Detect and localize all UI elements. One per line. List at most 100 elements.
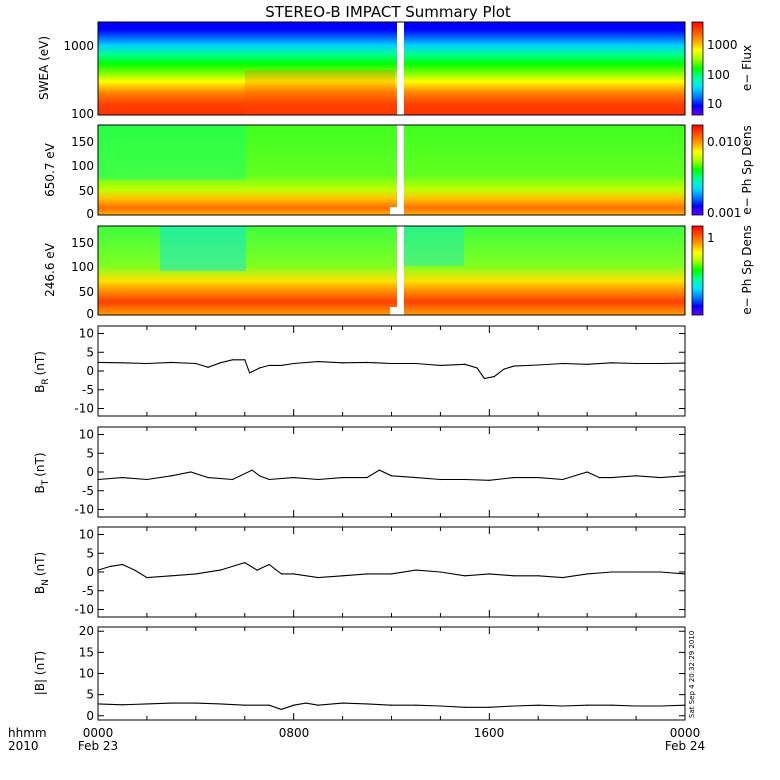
br-ylabel-unit: (nT) bbox=[33, 351, 47, 375]
pa650-ylabel: 650.7 eV bbox=[43, 142, 57, 197]
pa246-spectrogram bbox=[98, 226, 685, 315]
bn-data-point bbox=[488, 573, 490, 575]
pa650-ytick-100: 100 bbox=[71, 159, 94, 173]
bn-frame bbox=[97, 526, 686, 618]
pa246-cbar-label: e− Ph Sp Dens bbox=[740, 225, 754, 314]
bn-ylabel-unit: (nT) bbox=[33, 552, 47, 576]
br-panel: BR (nT) bbox=[33, 325, 686, 417]
x-axis-unit-label: hhmm bbox=[8, 726, 47, 740]
bt-data-point bbox=[635, 475, 637, 477]
bn-ytick-label: -5 bbox=[82, 584, 94, 598]
bt-data-point bbox=[251, 469, 253, 471]
bn-data-point bbox=[256, 569, 258, 571]
br-ytick-label: -10 bbox=[74, 402, 94, 416]
btot-data-point bbox=[488, 706, 490, 708]
swea-spectrogram bbox=[98, 22, 685, 115]
btot-data-point bbox=[562, 705, 564, 707]
bt-data-point bbox=[207, 477, 209, 479]
btot-data-point bbox=[317, 704, 319, 706]
bn-data-point bbox=[317, 577, 319, 579]
swea-frame bbox=[97, 21, 686, 116]
btot-data-point bbox=[219, 703, 221, 705]
swea-data-gap bbox=[397, 22, 404, 115]
btot-ytick-label: 5 bbox=[86, 688, 94, 702]
bn-data-point bbox=[109, 565, 111, 567]
bn-ytick-label: 0 bbox=[86, 565, 94, 579]
br-data-point bbox=[476, 367, 478, 369]
bt-data-point bbox=[258, 475, 261, 477]
btot-data-point bbox=[97, 703, 99, 705]
bn-data-point bbox=[170, 575, 172, 577]
pa246-panel: 246.6 eV 150 100 50 0 1 e− Ph Sp Dens bbox=[43, 225, 754, 321]
br-data-point bbox=[244, 359, 246, 361]
bt-data-point bbox=[586, 471, 588, 473]
btot-data-point bbox=[513, 705, 515, 707]
x-tick-1600: 1600 bbox=[474, 726, 505, 740]
bt-ytick-label: 5 bbox=[86, 446, 94, 460]
bt-data-point bbox=[268, 478, 270, 481]
bt-data-point bbox=[293, 477, 295, 479]
btot-data-point bbox=[170, 702, 172, 704]
pa650-region-early bbox=[98, 125, 246, 180]
line-series-layer: 10 5 0 -5 -10 10 5 0 -5 -10 10 5 0 -5 -10 20 15 10 5 0 bbox=[74, 326, 686, 723]
bn-data-point bbox=[244, 562, 246, 564]
bt-data-point bbox=[611, 477, 613, 479]
bn-panel: BN (nT) bbox=[33, 526, 686, 618]
br-data-point bbox=[207, 366, 209, 368]
swea-ylabel: SWEA (eV) bbox=[37, 36, 51, 100]
br-data-point bbox=[439, 364, 442, 366]
btot-ytick-label: 15 bbox=[79, 645, 94, 659]
pa246-ytick-150: 150 bbox=[71, 236, 94, 250]
bt-ylabel-sub: T bbox=[41, 479, 51, 486]
bt-data-point bbox=[464, 478, 466, 481]
bt-data-point bbox=[231, 478, 234, 481]
pa650-panel: 650.7 eV 150 100 50 0 0.010 0.001 e− Ph … bbox=[43, 124, 754, 221]
btot-data-point bbox=[121, 704, 124, 706]
br-ytick-label: 10 bbox=[79, 327, 94, 341]
bt-data-point bbox=[659, 477, 662, 479]
bt-ytick-label: 10 bbox=[79, 428, 94, 442]
br-data-point bbox=[503, 368, 505, 370]
bn-data-point bbox=[635, 571, 637, 573]
bn-data-point bbox=[439, 571, 442, 573]
bt-data-point bbox=[562, 478, 564, 481]
bt-ylabel: BT (nT) bbox=[33, 452, 51, 493]
br-data-point bbox=[195, 362, 197, 365]
swea-cbar-tick-10: 10 bbox=[707, 97, 722, 111]
bn-ytick-label: 5 bbox=[86, 546, 94, 560]
br-data-point bbox=[170, 361, 172, 363]
br-data-point bbox=[537, 364, 539, 366]
btot-data-point bbox=[659, 705, 662, 707]
br-data-point bbox=[464, 363, 466, 365]
br-data-point bbox=[317, 361, 319, 363]
x-tick-0800: 0800 bbox=[279, 726, 310, 740]
br-data-point bbox=[341, 362, 344, 364]
pa246-ylabel: 246.6 eV bbox=[43, 242, 57, 297]
bt-data-point bbox=[366, 477, 368, 479]
bt-ylabel-unit: (nT) bbox=[33, 452, 47, 476]
bn-ylabel-sub: N bbox=[41, 579, 51, 586]
pa650-frame bbox=[97, 124, 686, 216]
br-data-point bbox=[146, 362, 148, 365]
btot-panel: |B| (nT) bbox=[33, 626, 686, 721]
btot-data-point bbox=[305, 702, 307, 704]
bt-data-point bbox=[684, 475, 686, 477]
btot-data-point bbox=[366, 703, 368, 705]
bn-ytick-label: 10 bbox=[79, 528, 94, 542]
bt-data-point bbox=[513, 477, 515, 479]
swea-cbar-tick-1000: 1000 bbox=[707, 38, 738, 52]
br-ylabel-sub: R bbox=[41, 378, 51, 384]
pa650-cbar-tick-0010: 0.010 bbox=[707, 135, 741, 149]
bt-ytick-label: -5 bbox=[82, 484, 94, 498]
pa650-ytick-0: 0 bbox=[86, 207, 94, 221]
bt-data-point bbox=[488, 479, 490, 481]
pa650-colorbar bbox=[691, 124, 704, 216]
pa246-ytick-50: 50 bbox=[79, 285, 94, 299]
pa246-cbar-tick-1: 1 bbox=[707, 231, 715, 245]
x-axis-year: 2010 bbox=[8, 739, 39, 753]
swea-panel: SWEA (eV) 1000 100 1000 100 10 e− Flux bbox=[37, 21, 754, 121]
plot-title: STEREO-B IMPACT Summary Plot bbox=[265, 3, 511, 21]
pa650-cbar-label: e− Ph Sp Dens bbox=[740, 125, 754, 214]
bn-ylabel-b: B bbox=[33, 586, 47, 594]
br-frame bbox=[97, 325, 686, 417]
